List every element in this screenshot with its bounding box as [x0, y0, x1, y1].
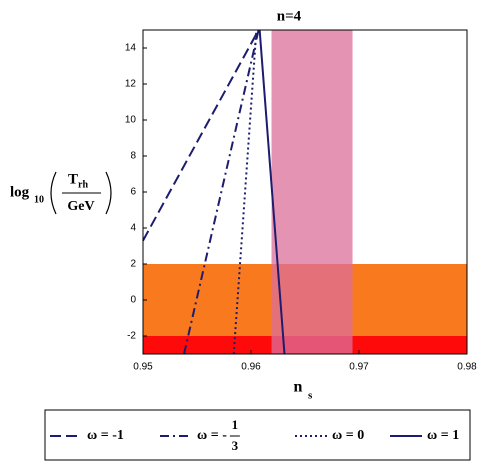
- series-line: [232, 29, 258, 355]
- x-tick-label: 0.98: [457, 362, 477, 373]
- y-tick-label: 0: [130, 295, 136, 306]
- y-tick-label: 2: [130, 259, 136, 270]
- plot-area: [142, 29, 467, 355]
- legend-frac-den: 3: [232, 438, 239, 453]
- y-label-num: T: [68, 171, 78, 187]
- y-label: log 10 T rh GeV: [10, 171, 112, 215]
- paren: [50, 171, 57, 215]
- paren: [105, 171, 112, 215]
- y-tick-label: 8: [130, 151, 136, 162]
- x-tick-label: 0.95: [133, 362, 153, 373]
- band: [271, 30, 353, 354]
- y-label-sub: 10: [34, 194, 44, 205]
- y-tick-label: 6: [130, 187, 136, 198]
- y-tick-label: 14: [125, 43, 137, 54]
- series-line: [258, 29, 286, 355]
- y-tick-label: 4: [130, 223, 136, 234]
- legend-label: ω = -1: [87, 428, 124, 443]
- x-tick-label: 0.97: [349, 362, 369, 373]
- legend-box: [44, 409, 471, 461]
- y-tick-label: 10: [125, 115, 137, 126]
- series-line: [183, 29, 260, 355]
- series-line: [142, 29, 260, 242]
- y-label-den: GeV: [67, 199, 94, 214]
- legend-label: ω = 1: [427, 428, 459, 443]
- x-label-sub: s: [308, 390, 313, 402]
- y-tick-label: -2: [127, 331, 136, 342]
- y-tick-label: 12: [125, 79, 137, 90]
- legend-label: ω = 0: [332, 428, 364, 443]
- legend-label: ω = -: [197, 428, 227, 443]
- x-label: n: [294, 379, 303, 396]
- chart-title: n=4: [277, 8, 302, 24]
- y-label-num-sub: rh: [78, 179, 88, 190]
- legend-frac-num: 1: [232, 417, 239, 432]
- x-tick-label: 0.96: [241, 362, 261, 373]
- y-label-func: log: [10, 184, 30, 200]
